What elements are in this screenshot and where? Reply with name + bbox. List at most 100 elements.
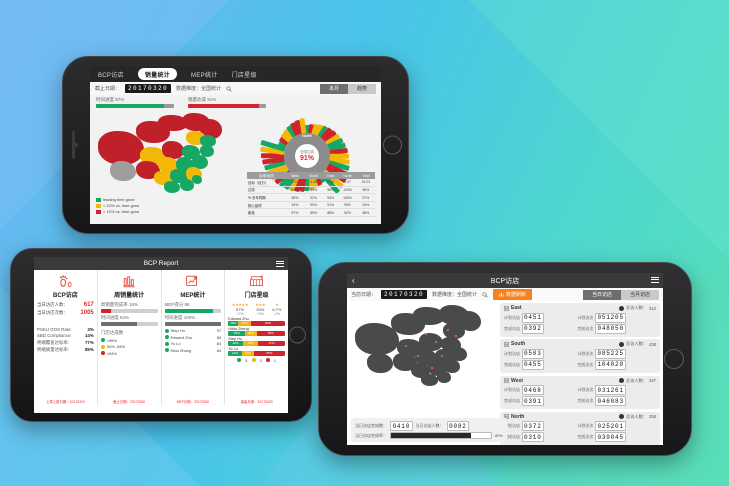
region-list[interactable]: East 总访人数： 312 计划访店 0451 计划访次 051205 完成访店 0392 完成…: [497, 301, 663, 445]
region-name: North: [511, 413, 525, 420]
bar-chart-icon: [101, 273, 158, 289]
people-dot-icon: [619, 378, 625, 384]
china-map-dark[interactable]: 当日访店完成数： 0410 当日访店人数： 0082 当日访店完成率： 80%: [347, 301, 507, 445]
table-cell: 99%: [338, 201, 357, 210]
table-cell: 4.47: [338, 179, 357, 187]
region-metrics-row-2: 完成访店 0455 完成访次 104020: [504, 359, 656, 370]
people-value: 438: [649, 341, 656, 347]
table-cell: 101%: [285, 186, 305, 195]
hamburger-icon[interactable]: [651, 276, 659, 283]
tab-mep-stats[interactable]: MEP统计: [191, 72, 218, 79]
bar-label: 周销量完成率 18%: [100, 302, 139, 307]
tab-store-rating[interactable]: 门店星级: [231, 72, 257, 79]
legend-5: 5: [245, 357, 248, 363]
region-metrics-row-1: 计划访店 0503 计划访次 085225: [504, 348, 656, 359]
region-card[interactable]: East 总访人数： 312 计划访店 0451 计划访次 051205 完成访店 0392 完成…: [500, 303, 660, 337]
report-cards: BCP访店 当日访店人数： 617 当日访店次数： 1005 PSKU OOS Ra…: [34, 270, 288, 405]
star-delta-1: +0%: [256, 312, 264, 316]
search-icon[interactable]: [482, 291, 488, 298]
home-button[interactable]: [664, 349, 684, 369]
card-store-rating[interactable]: 门店星级 ★★★★★ 57% +2% ★★★ 26% +0% ★ 6.7% -2% Edwa…: [225, 270, 288, 405]
segment-this-month[interactable]: 本月: [319, 83, 348, 94]
star-level-2: ★: [275, 302, 279, 307]
footer-done-label: 当日访店完成数：: [355, 423, 387, 428]
card-weekly-sales[interactable]: 周销量统计 周销量完成率 18% 时间进度 64% 门店达成数 >85% 54%…: [98, 270, 162, 405]
card-footer: 上周上报日期：20170320: [45, 400, 85, 404]
card-mep-stats[interactable]: MEP统计 MEP得分 86 时间进度 100% Step Hu 97 Edwar…: [162, 270, 226, 405]
list-title: 门店达成数: [100, 330, 124, 335]
status-dot-yellow: [100, 344, 105, 349]
phone1-screen: BCP访店 销量统计 MEP统计 门店星级 截止日期： 20170320 数据维…: [90, 66, 381, 224]
search-icon[interactable]: [226, 85, 232, 92]
phone1-filterbar: 截止日期： 20170320 数据维度：全国统计 本月 趋势: [90, 82, 381, 95]
stacked-bar-segment: 20%: [245, 331, 257, 336]
rose-radial-chart[interactable]: 全国达成 91% North East South West: [260, 110, 353, 202]
person-row: Hilda Zheng 30% 20% 50%: [228, 327, 285, 336]
people-dot-icon: [619, 305, 625, 311]
done2-label: 完成访次: [577, 398, 594, 404]
person-name: Edward Zhu: [228, 317, 249, 321]
stacked-bar-segment: 60%: [250, 321, 285, 326]
date-value[interactable]: 20170320: [125, 84, 172, 93]
rank-name-1: Edward Zhu: [170, 334, 193, 340]
home-button[interactable]: [289, 326, 306, 344]
rose-quadrant-north: North: [302, 133, 312, 138]
legend-text-1: < 10% vs. time gone: [103, 203, 140, 208]
region-people: 总访人数： 438: [619, 341, 656, 347]
segment-month-visit[interactable]: 当月访店: [620, 289, 659, 300]
table-row: 目标（百万） 1.07 4.45 5.24 4.47 15.23: [247, 179, 375, 187]
person-name: Yo Lo: [228, 347, 238, 351]
th-5: Total: [356, 172, 375, 180]
done-label: 完成访店: [504, 325, 520, 331]
card-bcp-visit[interactable]: BCP访店 当日访店人数： 617 当日访店次数： 1005 PSKU OOS Ra…: [34, 270, 98, 405]
card-title: MEP统计: [180, 293, 206, 299]
date-value[interactable]: 20170320: [381, 290, 428, 299]
rank-score-0: 97: [216, 328, 222, 333]
footer-rate-value: 80%: [494, 433, 503, 438]
home-button[interactable]: [383, 135, 402, 155]
table-row: % 去年同期 98% 92% 93% 105% 97%: [247, 193, 375, 202]
region-metrics-row-2: 完成访店 0391 完成访次 046083: [504, 396, 656, 407]
phone3-screen: ‹ BCP访店 当前日期： 20170320 数据维度：全国统计 数据刷新 当日…: [347, 273, 663, 445]
people-label: 总访人数：: [626, 305, 647, 310]
person-row: Step Hu 26% 27% 47%: [228, 337, 285, 346]
phone3-footer-summary: 当日访店完成数： 0410 当日访店人数： 0082 当日访店完成率： 80%: [351, 418, 507, 442]
rank-score-2: 84: [216, 341, 222, 347]
star-pct-1: 26%: [256, 307, 265, 312]
people-value: 258: [649, 414, 656, 420]
region-card[interactable]: South 总访人数： 438 计划访店 0503 计划访次 085225 完成访店 0455 完…: [500, 339, 660, 374]
back-chevron-icon[interactable]: ‹: [352, 276, 355, 285]
refresh-data-button[interactable]: 数据刷新: [493, 289, 533, 300]
done-value: 0310: [521, 432, 545, 443]
china-choropleth-map[interactable]: leading time gone < 10% vs. time gone > …: [90, 109, 245, 217]
plan2-label: 计划访次: [577, 387, 594, 393]
table-cell: 88%: [323, 208, 339, 217]
plan2-value: 025201: [594, 421, 627, 432]
tab-bcp-visit[interactable]: BCP访店: [98, 72, 124, 79]
stacked-bar-segment: 55%: [253, 351, 285, 356]
map-legend: leading time gone < 10% vs. time gone > …: [96, 197, 139, 215]
segment-trend[interactable]: 趋势: [347, 83, 376, 94]
region-header: West 总访人数： 347: [504, 378, 656, 384]
hamburger-icon[interactable]: [276, 260, 284, 267]
tab-sales-stats[interactable]: 销量统计: [137, 68, 178, 80]
table-cell: 89%: [304, 186, 324, 195]
time-progress: 时间进度 87%: [96, 97, 174, 108]
footprint-icon: [37, 273, 94, 289]
plan-label: 计划访店: [504, 387, 520, 393]
segment-day-visit[interactable]: 当日访店: [582, 289, 621, 300]
phone1-progress-group: 时间进度 87% 销量达成 91%: [90, 95, 381, 109]
people-dot-icon: [619, 341, 625, 347]
table-cell: 5.24: [323, 179, 339, 187]
stacked-bar: 24% 21% 55%: [228, 351, 285, 356]
region-card[interactable]: West 总访人数： 347 计划访店 0468 计划访次 031261 完成访店 0391 完成…: [500, 375, 660, 410]
done-label: 完成访店: [504, 434, 520, 440]
list-item-0: >85%: [106, 337, 118, 343]
plan-value: 0503: [521, 348, 545, 359]
region-people: 总访人数： 312: [619, 305, 656, 311]
star-pct-0: 57%: [236, 307, 245, 312]
region-card[interactable]: North 总访人数： 258 计划访店 0372 计划访次 025201 完成访店 0310 完…: [500, 411, 660, 445]
kpi-label-0: 当日访店人数：: [37, 302, 68, 307]
legend-3: 3: [259, 357, 262, 363]
table-header-row: 区域/品项 West South East North Total: [247, 172, 375, 180]
